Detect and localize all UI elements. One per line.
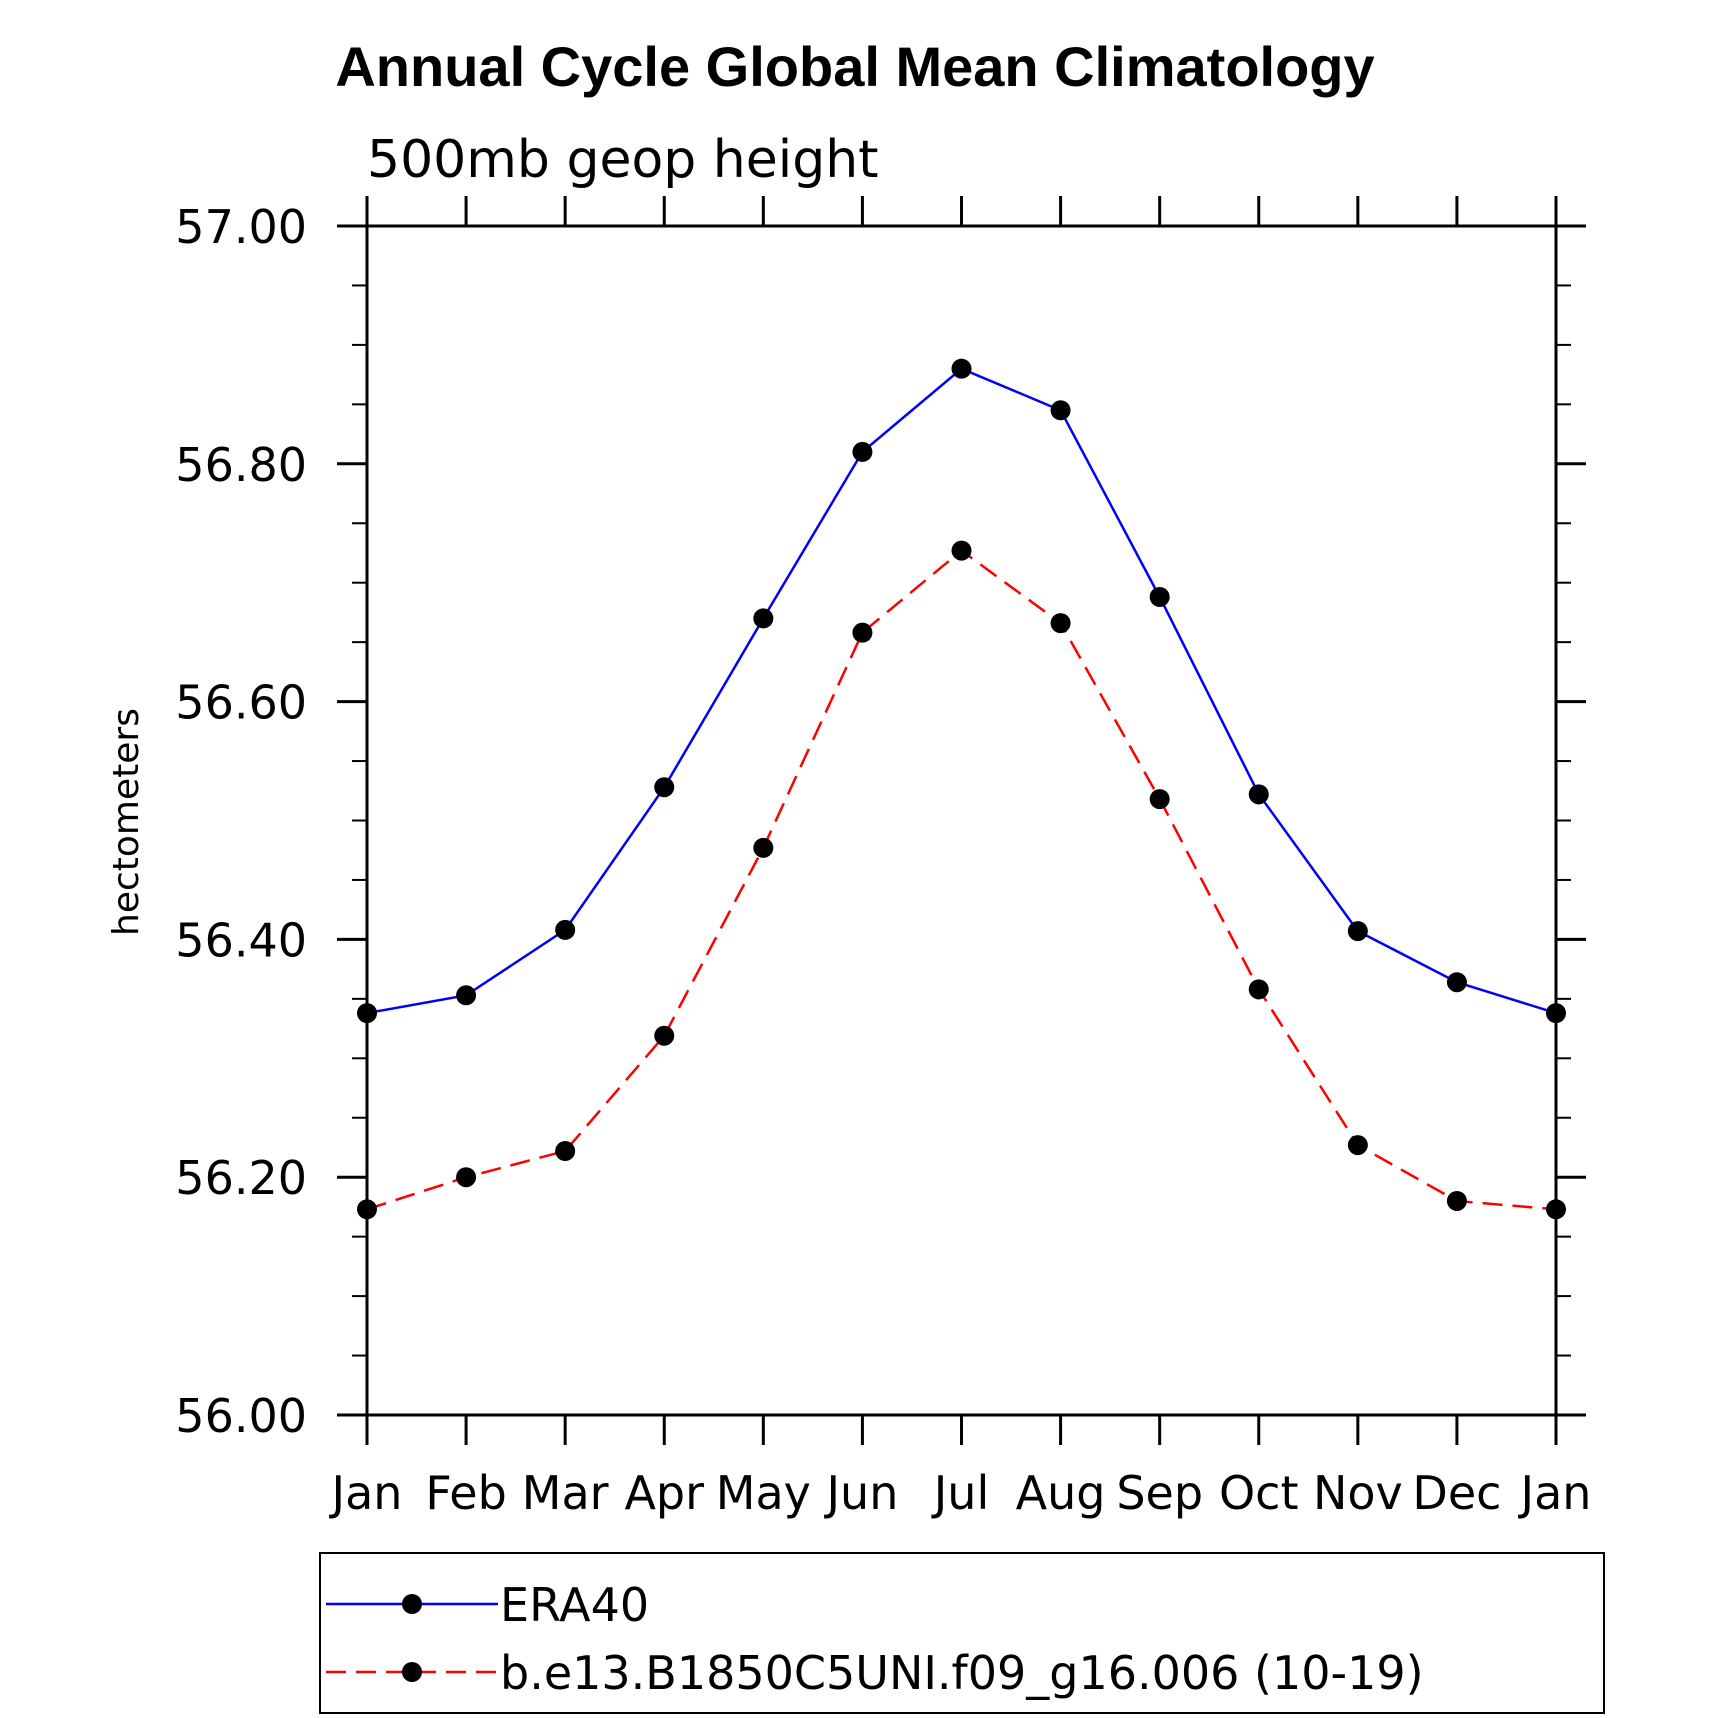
series-line-1: [366, 549, 1557, 1211]
series-1-point: [852, 622, 873, 643]
x-tick-label: Nov: [1313, 1466, 1403, 1520]
x-tick-label: Apr: [624, 1466, 704, 1520]
series-0-point: [357, 1003, 377, 1024]
plot-area-frame: [365, 224, 1558, 1417]
y-axis-label: hectometers: [106, 708, 147, 936]
series-0-point: [951, 358, 972, 379]
x-tick-label: Feb: [425, 1466, 506, 1520]
legend-label-0: ERA40: [500, 1578, 649, 1632]
series-0-point: [1149, 586, 1170, 607]
x-tick-label: Dec: [1412, 1466, 1501, 1520]
series-layer: [357, 358, 1566, 1220]
series-1-point: [456, 1167, 477, 1188]
x-axis: Jan Feb Mar Apr May Jun Jul Aug Sep Oct Nov Dec Jan: [329, 196, 1592, 1520]
series-1-point: [357, 1199, 377, 1220]
series-1-point: [1546, 1199, 1566, 1220]
series-1-point: [1050, 613, 1071, 634]
x-tick-label: Oct: [1219, 1466, 1299, 1520]
x-tick-label: Sep: [1116, 1466, 1203, 1520]
series-0-point: [1546, 1003, 1566, 1024]
chart-subtitle: 500mb geop height: [367, 130, 879, 190]
series-1-point: [654, 1025, 675, 1046]
y-tick-label: 56.40: [175, 913, 307, 967]
series-1-point: [555, 1141, 576, 1162]
y-axis: 56.00 56.20 56.40 56.60 56.80 57.00: [175, 200, 1586, 1443]
series-0-point: [555, 919, 576, 940]
series-1-point: [1446, 1190, 1467, 1211]
legend-label-1: b.e13.B1850C5UNI.f09_g16.006 (10-19): [500, 1646, 1424, 1700]
series-0-point: [1248, 784, 1269, 805]
series-1-point: [951, 540, 972, 561]
x-tick-label: Mar: [522, 1466, 609, 1520]
y-tick-label: 56.80: [175, 438, 307, 492]
legend-marker-1: [402, 1662, 422, 1682]
legend-marker-0: [402, 1594, 422, 1614]
series-0-point: [753, 608, 774, 629]
x-tick-label: Aug: [1016, 1466, 1106, 1520]
series-0-point: [1050, 400, 1071, 421]
series-1-point: [753, 837, 774, 858]
series-1-point: [1149, 789, 1170, 810]
x-tick-label: May: [716, 1466, 811, 1520]
legend: ERA40 b.e13.B1850C5UNI.f09_g16.006 (10-19…: [326, 1578, 1424, 1700]
x-tick-label: Jan: [329, 1466, 403, 1520]
x-tick-label: Jan: [1518, 1466, 1592, 1520]
series-0-point: [1446, 972, 1467, 993]
series-1-point: [1248, 979, 1269, 1000]
series-0-point: [654, 777, 675, 798]
y-tick-label: 56.20: [175, 1151, 307, 1205]
x-tick-label: Jun: [823, 1466, 898, 1520]
y-tick-label: 57.00: [175, 200, 307, 254]
x-tick-label: Jul: [931, 1466, 990, 1520]
chart-title: Annual Cycle Global Mean Climatology: [335, 35, 1374, 98]
series-0-point: [852, 441, 873, 462]
series-line-0: [366, 367, 1557, 1015]
y-tick-label: 56.60: [175, 676, 307, 730]
series-0-point: [1347, 921, 1368, 942]
y-tick-label: 56.00: [175, 1389, 307, 1443]
series-0-point: [456, 985, 477, 1006]
legend-box: [319, 1552, 1605, 1714]
series-1-point: [1347, 1135, 1368, 1156]
